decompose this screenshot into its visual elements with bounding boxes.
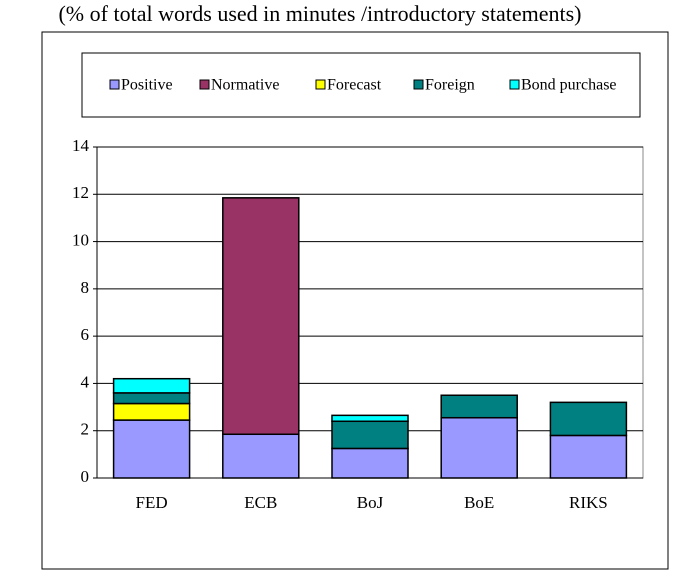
y-tick-label: 6 <box>81 325 90 344</box>
bar-segment <box>331 447 409 479</box>
y-tick-label: 14 <box>72 136 90 155</box>
y-tick-label: 10 <box>72 230 89 249</box>
x-tick-label: ECB <box>244 493 277 512</box>
legend-swatch <box>199 79 210 90</box>
legend-swatch <box>109 79 120 90</box>
legend-label: Foreign <box>425 77 475 94</box>
x-tick-label: BoE <box>464 493 494 512</box>
legend-label: Forecast <box>327 77 382 94</box>
x-tick-label: BoJ <box>357 493 384 512</box>
bar-segment <box>222 433 300 479</box>
bar-segment <box>549 434 628 479</box>
y-tick-label: 0 <box>81 467 90 486</box>
bar-segment <box>331 414 409 423</box>
legend-box <box>81 52 641 118</box>
bar-segment <box>112 419 191 479</box>
y-tick-label: 4 <box>81 372 90 391</box>
chart-title: (% of total words used in minutes /intro… <box>58 1 581 26</box>
legend-label: Bond purchase <box>521 77 617 94</box>
x-tick-label: RIKS <box>569 493 608 512</box>
bar-segment <box>112 377 191 394</box>
bar-segment <box>112 392 191 405</box>
legend-swatch <box>315 79 326 90</box>
bar-segment <box>331 420 409 450</box>
y-tick-label: 12 <box>72 183 89 202</box>
bar-segment <box>222 197 300 436</box>
legend-label: Normative <box>211 77 279 94</box>
y-tick-label: 2 <box>81 420 90 439</box>
legend-swatch <box>413 79 424 90</box>
legend: Positive Normative Forecast Foreign Bond pur… <box>109 77 617 94</box>
bar-segment <box>112 402 191 421</box>
x-tick-label: FED <box>136 493 168 512</box>
legend-swatch <box>509 79 520 90</box>
bar-segment <box>440 416 518 479</box>
y-tick-label: 8 <box>81 278 90 297</box>
bar-segment <box>549 401 628 437</box>
bar-segment <box>440 394 518 419</box>
chart-frame <box>41 31 669 570</box>
legend-label: Positive <box>121 77 173 94</box>
